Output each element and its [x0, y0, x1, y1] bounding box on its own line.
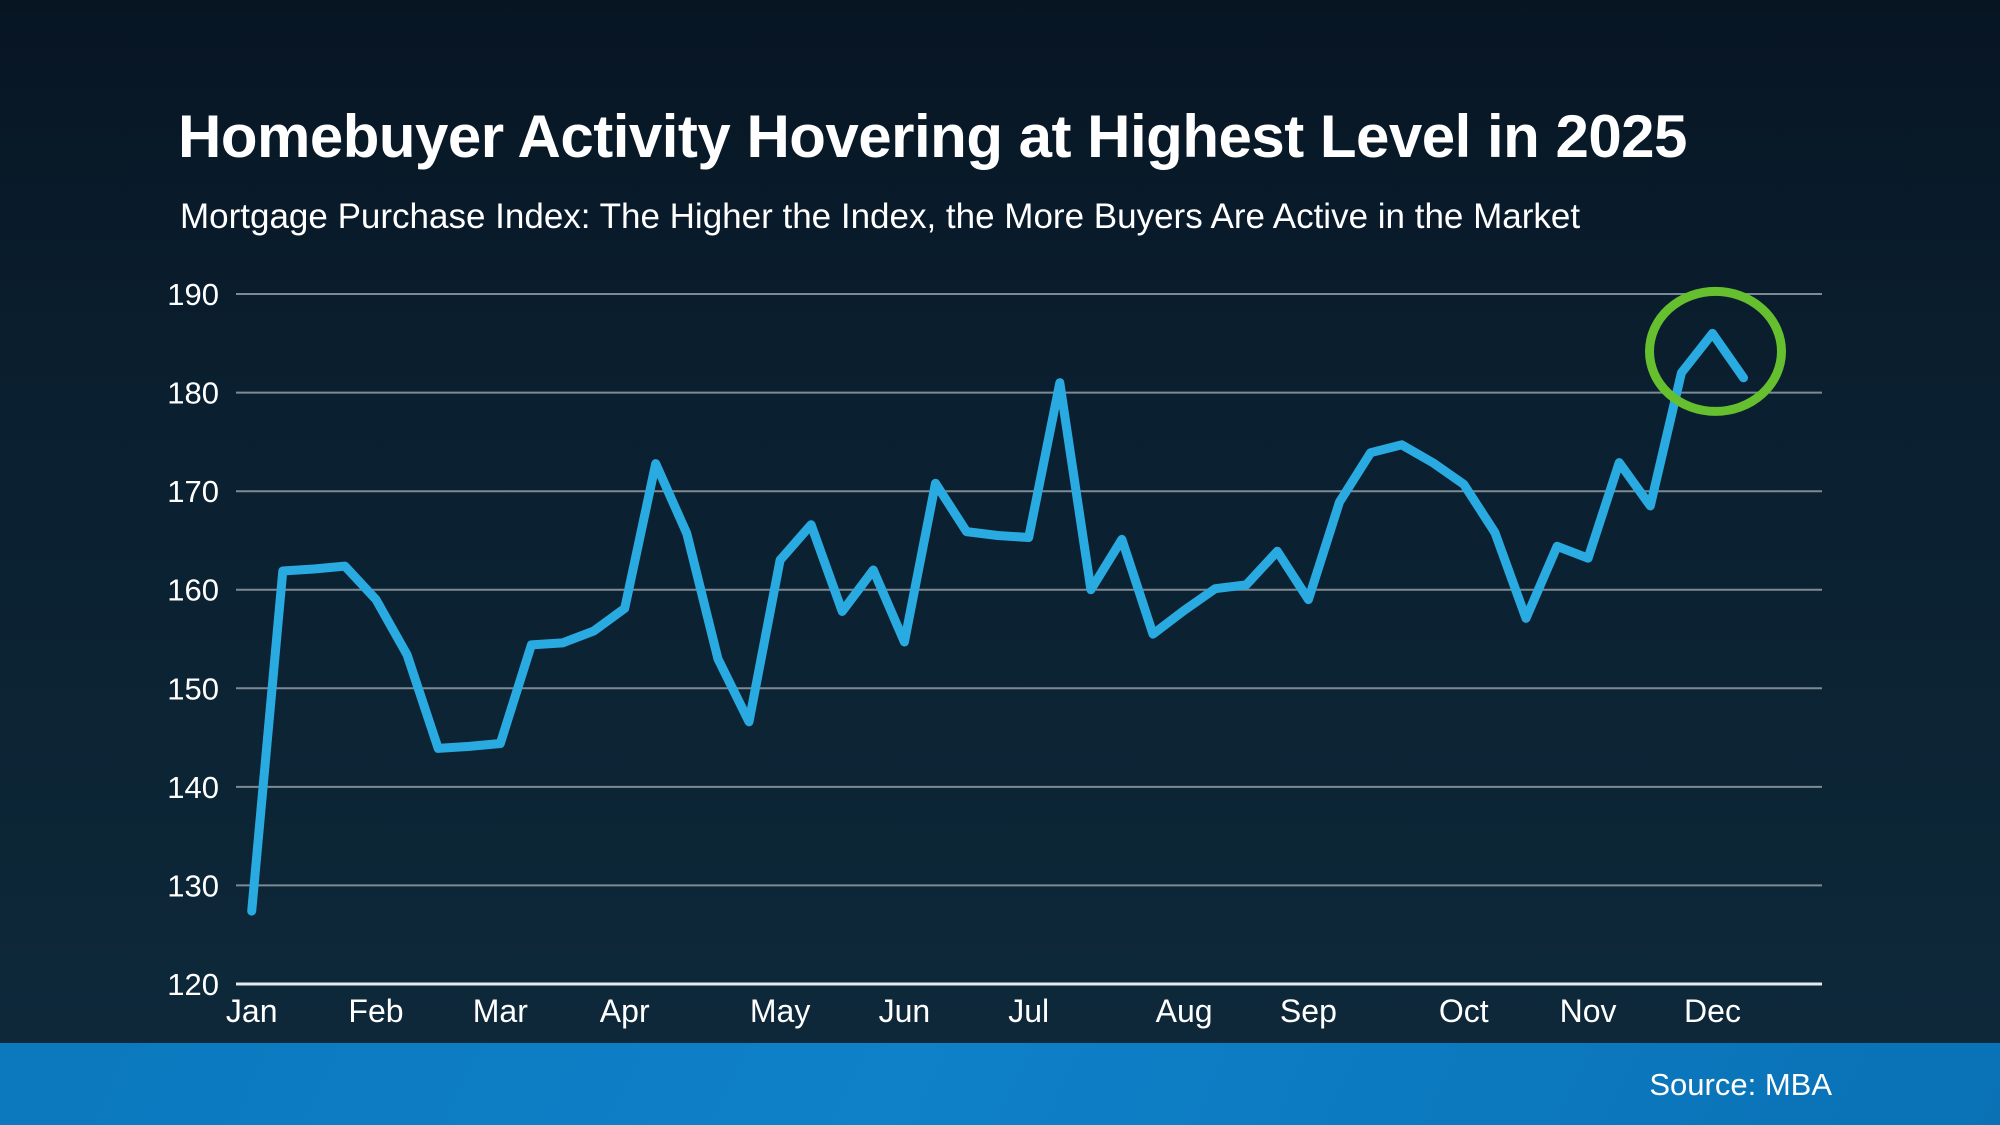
x-tick-label: Jun [879, 993, 931, 1029]
x-tick-label: Sep [1280, 993, 1337, 1029]
x-tick-label: Jul [1008, 993, 1049, 1029]
y-tick-label: 130 [167, 868, 219, 903]
source-label: Source: MBA [1649, 1067, 1832, 1102]
x-tick-label: Nov [1560, 993, 1617, 1029]
y-tick-label: 140 [167, 770, 219, 805]
x-tick-label: Mar [473, 993, 528, 1029]
x-tick-label: May [750, 993, 810, 1029]
purchase-index-line [247, 328, 1748, 916]
x-tick-label: Oct [1439, 993, 1489, 1029]
x-tick-label: Apr [600, 993, 650, 1029]
peak-highlight-circle [1645, 286, 1786, 416]
y-tick-label: 180 [167, 376, 219, 411]
x-tick-label: Dec [1684, 993, 1741, 1029]
y-tick-label: 120 [167, 967, 219, 1002]
y-tick-label: 170 [167, 474, 219, 509]
y-tick-label: 150 [167, 671, 219, 706]
x-tick-label: Aug [1156, 993, 1213, 1029]
y-tick-label: 160 [167, 573, 219, 608]
chart-title: Homebuyer Activity Hovering at Highest L… [178, 103, 1687, 171]
footer-bar: Source: MBA [0, 1043, 2000, 1125]
x-tick-label: Jan [226, 993, 278, 1029]
x-tick-label: Feb [348, 993, 403, 1029]
chart-subtitle: Mortgage Purchase Index: The Higher the … [180, 197, 1581, 236]
y-tick-label: 190 [167, 277, 219, 312]
